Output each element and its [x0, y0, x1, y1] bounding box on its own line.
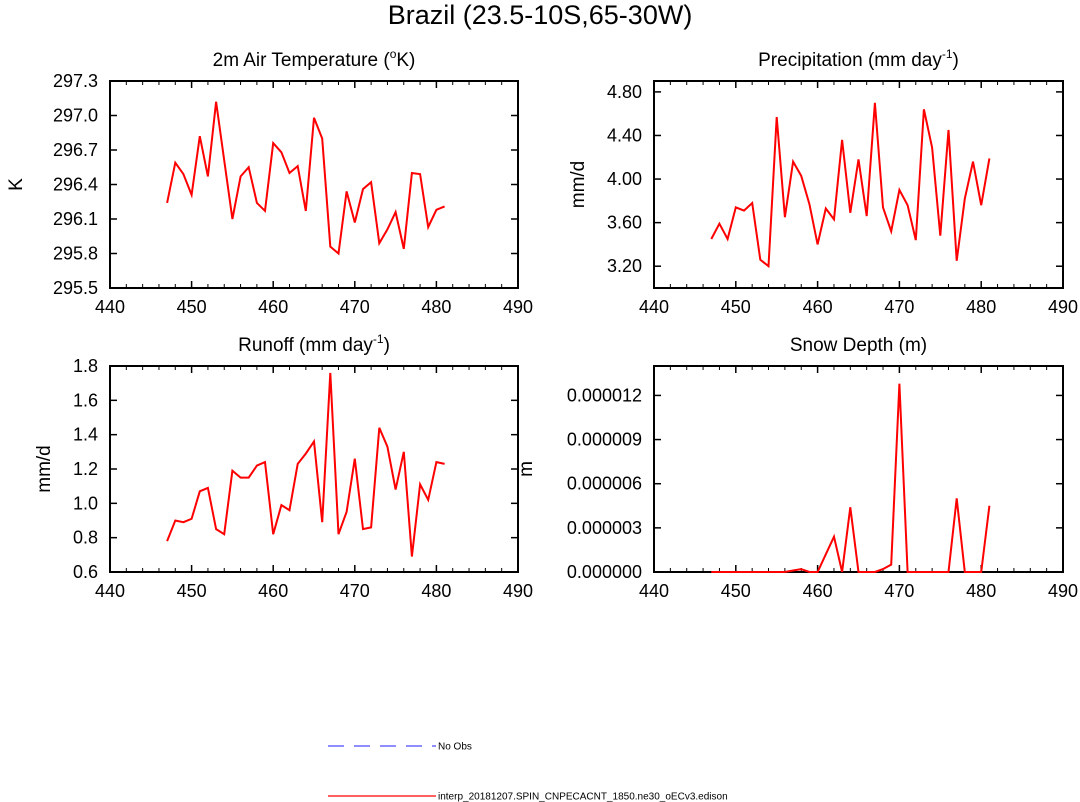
x-tick-label: 470: [884, 581, 914, 601]
y-tick-label: 0.8: [73, 528, 98, 548]
y-tick-label: 1.6: [73, 390, 98, 410]
x-tick-label: 490: [1048, 581, 1078, 601]
y-tick-label: 0.000012: [567, 385, 642, 405]
y-tick-label: 1.2: [73, 459, 98, 479]
y-tick-label: 3.20: [607, 256, 642, 276]
x-tick-label: 450: [721, 297, 751, 317]
y-tick-label: 297.0: [53, 106, 98, 126]
x-tick-label: 440: [95, 581, 125, 601]
x-tick-label: 460: [803, 297, 833, 317]
y-tick-label: 0.000006: [567, 474, 642, 494]
panels: 2m Air Temperature (oK) 440 450 460 470 480 49…: [6, 47, 1078, 601]
x-tick-label: 450: [177, 581, 207, 601]
x-tick-label: 440: [639, 581, 669, 601]
x-tick-label: 490: [503, 297, 533, 317]
x-tick-label: 470: [884, 297, 914, 317]
y-tick-label: 296.7: [53, 140, 98, 160]
y-tick-label: 4.40: [607, 125, 642, 145]
series-line: [710, 102, 991, 269]
y-axis-label: m: [516, 461, 537, 477]
legend-label: No Obs: [438, 742, 472, 753]
plot-frame: [653, 80, 1064, 289]
x-tick-label: 480: [966, 581, 996, 601]
y-tick-label: 4.00: [607, 169, 642, 189]
y-axis-label: mm/d: [34, 445, 55, 493]
y-tick-label: 295.5: [53, 278, 98, 298]
panel-title: Precipitation (mm day-1): [758, 47, 959, 71]
y-tick-label: 0.000003: [567, 518, 642, 538]
x-tick-label: 480: [421, 297, 451, 317]
y-tick-label: 295.8: [53, 244, 98, 264]
y-axis-label: K: [6, 178, 27, 191]
series-line: [711, 383, 991, 573]
x-tick-label: 450: [721, 581, 751, 601]
chart-panel-4: Snow Depth (m) 440 450 460 470 480 490 0.000000…: [516, 335, 1078, 601]
x-tick-label: 460: [803, 581, 833, 601]
y-tick-label: 0.000000: [567, 562, 642, 582]
y-tick-label: 0.6: [73, 562, 98, 582]
series-line: [166, 101, 445, 256]
series-line: [166, 372, 445, 557]
chart-panel-2: Precipitation (mm day-1) 440 450 460 470 480 4…: [568, 47, 1078, 317]
y-tick-label: 296.1: [53, 209, 98, 229]
x-tick-label: 470: [340, 581, 370, 601]
x-tick-label: 460: [258, 581, 288, 601]
panel-title: Runoff (mm day-1): [238, 332, 390, 356]
y-tick-label: 296.4: [53, 175, 98, 195]
y-tick-label: 1.4: [73, 425, 98, 445]
legend-label: interp_20181207.SPIN_CNPECACNT_1850.ne30…: [438, 792, 728, 802]
chart-panel-1: 2m Air Temperature (oK) 440 450 460 470 480 49…: [6, 47, 533, 317]
y-tick-label: 4.80: [607, 82, 642, 102]
x-tick-label: 440: [95, 297, 125, 317]
x-tick-label: 490: [1048, 297, 1078, 317]
x-tick-label: 480: [421, 581, 451, 601]
x-tick-label: 450: [177, 297, 207, 317]
panel-title: Snow Depth (m): [790, 335, 927, 356]
y-tick-label: 297.3: [53, 71, 98, 91]
legend: No Obs interp_20181207.SPIN_CNPECACNT_185…: [328, 742, 728, 802]
chart-panel-3: Runoff (mm day-1) 440 450 460 470 480 490 0.6 0.…: [34, 332, 533, 601]
x-tick-label: 480: [966, 297, 996, 317]
x-tick-label: 440: [639, 297, 669, 317]
y-tick-label: 1.8: [73, 356, 98, 376]
x-tick-label: 490: [503, 581, 533, 601]
panel-title: 2m Air Temperature (oK): [213, 47, 416, 71]
y-tick-label: 0.000009: [567, 430, 642, 450]
y-tick-label: 3.60: [607, 213, 642, 233]
x-tick-label: 460: [258, 297, 288, 317]
y-tick-label: 1.0: [73, 493, 98, 513]
figure-title: Brazil (23.5-10S,65-30W): [388, 0, 693, 30]
x-tick-label: 470: [340, 297, 370, 317]
y-axis-label: mm/d: [568, 161, 589, 209]
